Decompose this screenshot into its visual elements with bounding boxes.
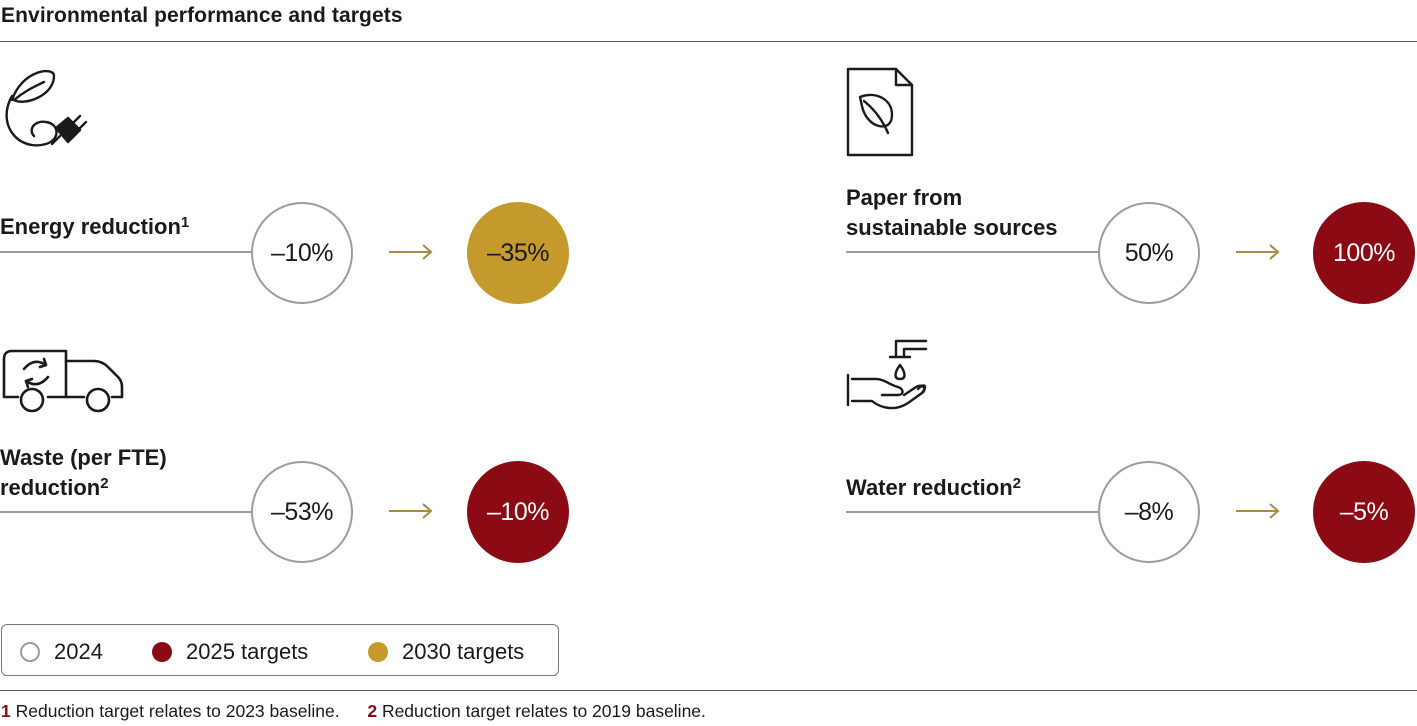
title-divider <box>0 41 1417 42</box>
legend: 2024 2025 targets 2030 targets <box>1 624 559 676</box>
recycling-truck-icon <box>0 347 128 419</box>
legend-label-2025: 2025 targets <box>186 639 309 664</box>
legend-label-2024: 2024 <box>54 639 103 664</box>
legend-label-2030: 2030 targets <box>402 639 525 664</box>
energy-arrow-icon <box>389 244 433 260</box>
legend-item-2025: 2025 targets <box>152 639 308 665</box>
footnote-1-text: Reduction target relates to 2023 baselin… <box>15 701 340 721</box>
waste-footnote-ref: 2 <box>100 475 109 492</box>
paper-actual-circle: 50% <box>1098 202 1200 304</box>
footnote-divider <box>0 690 1417 691</box>
legend-item-2024: 2024 <box>20 639 103 665</box>
legend-swatch-2024 <box>20 642 40 662</box>
waste-arrow-icon <box>389 503 433 519</box>
footnotes: 1 Reduction target relates to 2023 basel… <box>1 701 706 722</box>
paper-leader-line <box>846 251 1100 253</box>
energy-leader-line <box>0 251 254 253</box>
leaf-plug-icon <box>0 66 92 158</box>
paper-arrow-icon <box>1236 244 1280 260</box>
footnote-2-number: 2 <box>367 701 378 721</box>
water-target-circle: –5% <box>1313 461 1415 563</box>
energy-label: Energy reduction1 <box>0 214 190 239</box>
energy-actual-circle: –10% <box>251 202 353 304</box>
page-title: Environmental performance and targets <box>1 4 403 27</box>
footnote-1-number: 1 <box>1 701 11 721</box>
waste-actual-circle: –53% <box>251 461 353 563</box>
legend-item-2030: 2030 targets <box>368 639 524 665</box>
leaf-document-icon <box>846 67 916 157</box>
paper-label: Paper from sustainable sources <box>846 185 1058 240</box>
energy-footnote-ref: 1 <box>180 214 190 231</box>
waste-target-circle: –10% <box>467 461 569 563</box>
water-arrow-icon <box>1236 503 1280 519</box>
paper-target-circle: 100% <box>1313 202 1415 304</box>
water-leader-line <box>846 511 1100 513</box>
water-footnote-ref: 2 <box>1012 475 1021 492</box>
legend-swatch-2030 <box>368 642 388 662</box>
legend-swatch-2025 <box>152 642 172 662</box>
waste-label: Waste (per FTE) reduction2 <box>0 445 167 500</box>
water-label: Water reduction2 <box>846 475 1021 500</box>
faucet-hand-icon <box>846 337 930 419</box>
waste-leader-line <box>0 511 254 513</box>
water-actual-circle: –8% <box>1098 461 1200 563</box>
footnote-2-text: Reduction target relates to 2019 baselin… <box>381 701 706 721</box>
energy-target-circle: –35% <box>467 202 569 304</box>
